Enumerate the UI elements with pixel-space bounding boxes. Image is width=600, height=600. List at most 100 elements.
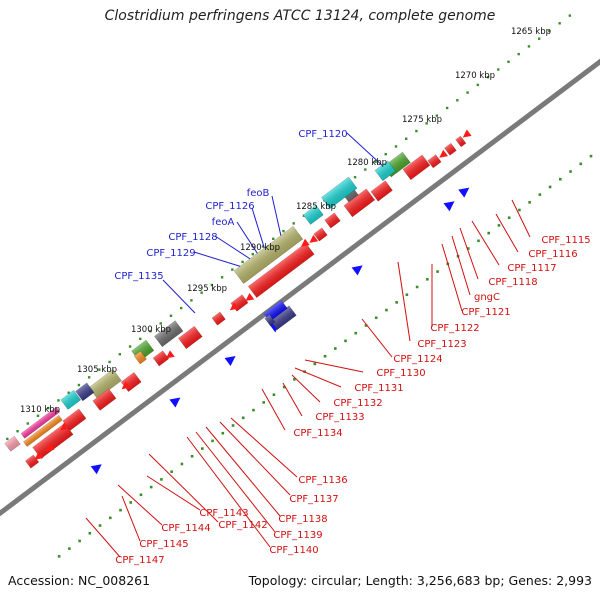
ruler-dot <box>293 378 296 381</box>
forward-gene-label: CPF_1126 <box>205 201 254 212</box>
forward-gene-arrow-shape <box>458 187 470 198</box>
ruler-dot <box>282 385 286 389</box>
inner-track-dot <box>6 437 9 441</box>
reverse-gene-label: CPF_1130 <box>376 368 425 379</box>
ruler-dot <box>190 454 194 458</box>
reverse-leader-line <box>304 359 364 373</box>
reverse-gene-shading <box>374 160 396 181</box>
reverse-gene-arrow-shape <box>439 149 449 158</box>
reverse-leader-line <box>282 382 303 417</box>
reverse-gene <box>324 212 341 229</box>
reverse-gene-label: CPF_1145 <box>139 539 188 550</box>
reverse-gene-shading <box>75 382 95 401</box>
forward-gene-arrow <box>458 187 470 198</box>
reverse-leader-line <box>459 227 479 280</box>
forward-gene-arrow-shape <box>90 464 102 475</box>
reverse-gene-labels: CPF_1115 CPF_1116 CPF_1117 CPF_1118 gngC CPF_… <box>115 235 590 566</box>
reverse-leader-line <box>441 243 463 312</box>
reverse-gene-label: CPF_1118 <box>488 277 537 288</box>
reverse-leader-line <box>294 367 342 388</box>
ruler-dot <box>497 224 501 227</box>
inner-track-dot <box>415 129 418 133</box>
inner-track-dot <box>435 114 439 117</box>
reverse-gene-shading <box>23 415 63 447</box>
ruler-dot <box>211 439 214 443</box>
reverse-leader-line <box>146 475 201 511</box>
reverse-gene-arrow <box>45 443 55 452</box>
ruler-tick-label: 1295 kbp <box>187 284 227 294</box>
inner-track-dot <box>159 322 162 325</box>
inner-track-dot <box>537 37 541 40</box>
reverse-gene <box>313 227 328 242</box>
ruler-dot <box>415 285 419 289</box>
ruler-dot <box>354 331 358 335</box>
ruler-dot <box>405 293 409 296</box>
reverse-leader-line <box>291 374 321 403</box>
forward-gene-arrow-shape <box>169 397 181 408</box>
inner-track-dot <box>486 75 490 79</box>
ruler-dot <box>374 316 378 320</box>
reverse-gene-shading <box>92 388 117 411</box>
inner-track-dot <box>507 60 510 63</box>
inner-track-dot <box>384 152 387 156</box>
ruler-dot <box>262 401 266 404</box>
reverse-gene-shading <box>4 436 21 452</box>
ruler-dot <box>487 231 491 235</box>
reverse-gene-label: CPF_1121 <box>461 307 510 318</box>
reverse-gene-arrow <box>34 451 44 460</box>
reverse-gene-label: CPF_1132 <box>333 398 382 409</box>
reverse-gene-arrow-shape <box>121 381 131 390</box>
forward-gene-label: feoB <box>247 188 270 199</box>
ruler-dot <box>180 462 184 466</box>
inner-track-dot <box>179 306 183 310</box>
genome-summary-text: Topology: circular; Length: 3,256,683 bp… <box>248 573 592 588</box>
reverse-gene-label: CPF_1136 <box>298 475 347 486</box>
reverse-leader-line <box>121 495 141 542</box>
reverse-gene-arrow <box>462 129 472 138</box>
ruler-tick-label: 1285 kbp <box>296 202 336 212</box>
reverse-gene-arrow-shape <box>309 234 319 243</box>
inner-track-dot <box>272 237 275 241</box>
reverse-gene <box>75 382 95 402</box>
reverse-gene <box>233 225 304 285</box>
forward-gene-arrow <box>90 464 102 475</box>
reverse-gene <box>211 311 226 326</box>
forward-gene-label: CPF_1128 <box>168 232 217 243</box>
reverse-leader-line <box>230 417 298 478</box>
forward-gene-arrow <box>443 201 455 212</box>
reverse-gene-shading <box>60 390 81 410</box>
reverse-gene-shading <box>154 320 184 347</box>
forward-gene-arrow-shape <box>443 201 455 212</box>
reverse-gene-label: CPF_1139 <box>273 530 322 541</box>
reverse-gene-label: CPF_1140 <box>269 545 318 556</box>
reverse-gene-shading <box>455 136 466 147</box>
reverse-gene-arrow-shape <box>229 302 239 311</box>
ruler-dot <box>201 447 204 450</box>
inner-track-dot <box>26 422 29 425</box>
inner-track-dot <box>190 299 193 302</box>
reverse-gene-label: CPF_1124 <box>393 354 442 365</box>
reverse-gene <box>62 408 87 431</box>
ruler-dot <box>477 239 480 243</box>
inner-track-dot <box>282 229 285 233</box>
reverse-gene-label: CPF_1143 <box>199 508 248 519</box>
inner-track-dot <box>36 414 40 418</box>
forward-gene-label: CPF_1135 <box>114 271 163 282</box>
inner-track-dot <box>98 368 101 371</box>
inner-track-dot <box>353 176 357 179</box>
reverse-gene-arrow <box>309 234 319 243</box>
reverse-gene-label: CPF_1147 <box>115 555 164 566</box>
reverse-gene-shading <box>321 177 358 209</box>
reverse-gene-arrow <box>60 422 69 431</box>
ruler-tick-label: 1300 kbp <box>131 325 171 335</box>
reverse-gene-arrow <box>121 381 131 390</box>
reverse-leader-line <box>397 261 411 342</box>
inner-track-dot <box>302 214 306 217</box>
inner-track-dot <box>517 52 520 56</box>
inner-track-dot <box>57 399 60 402</box>
inner-track-dot <box>497 68 500 71</box>
reverse-gene-label: CPF_1142 <box>218 520 267 531</box>
inner-track-dot <box>445 106 449 110</box>
ruler-tick-label: 1270 kbp <box>455 71 495 81</box>
